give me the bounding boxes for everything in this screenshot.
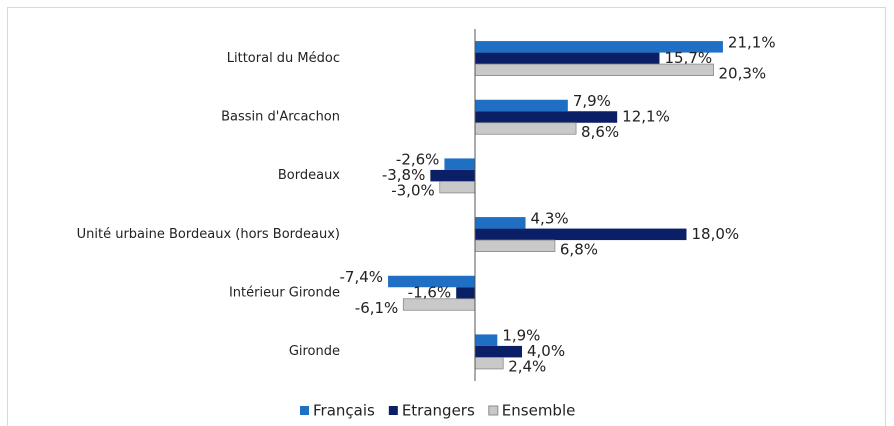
category-label: Gironde [289,344,340,359]
bar [444,158,475,170]
category-label: Bassin d'Arcachon [221,110,340,125]
bar [475,217,526,229]
value-label: 18,0% [692,225,740,243]
value-label: 7,9% [573,92,611,110]
value-label: -7,4% [340,268,384,286]
value-label: -6,1% [355,299,399,317]
value-label: 4,3% [531,209,569,227]
legend-swatch [388,406,398,415]
bar [474,63,714,76]
category-label: Unité urbaine Bordeaux (hors Bordeaux) [77,227,340,242]
chart-border [7,7,886,426]
value-label: 4,0% [527,342,565,360]
bar [474,122,577,135]
bar [439,181,476,194]
category-label: Intérieur Gironde [229,286,340,301]
bar [430,169,475,182]
bar [475,345,522,358]
value-label: -2,6% [396,151,440,169]
value-label: -3,8% [382,166,426,184]
bar [474,239,556,252]
value-label: 12,1% [622,108,670,126]
bar [475,41,723,53]
bar [475,228,687,241]
value-label: -1,6% [408,284,452,302]
bar [456,287,475,299]
category-label: Bordeaux [278,168,340,183]
value-label: 8,6% [581,123,619,141]
value-label: 20,3% [719,64,767,82]
value-label: 21,1% [728,33,776,51]
bar [402,298,476,311]
legend-label: Français [313,402,375,420]
legend-label: Ensemble [502,402,576,420]
legend-swatch [300,406,309,415]
bar [474,357,504,370]
bar [475,334,498,346]
category-label: Littoral du Médoc [227,51,340,66]
value-label: 1,9% [502,327,540,345]
bar [475,111,618,123]
bar [388,275,475,288]
value-label: 15,7% [664,49,712,67]
value-label: 6,8% [560,240,598,258]
bar [475,99,568,112]
value-label: 2,4% [508,358,546,376]
legend-label: Etrangers [402,402,475,420]
legend-swatch [488,405,499,416]
value-label: -3,0% [391,182,435,200]
bar [475,52,660,65]
